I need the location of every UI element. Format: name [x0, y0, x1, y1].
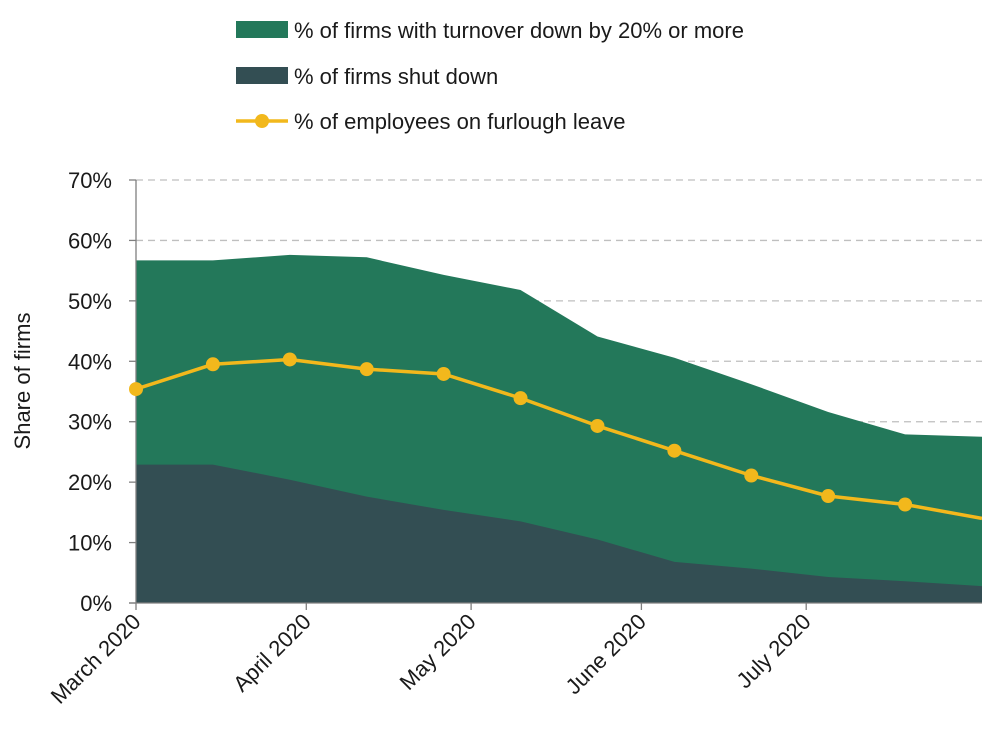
furlough-point: [590, 418, 605, 433]
y-tick-label: 50%: [68, 289, 112, 314]
line-furlough: [135, 357, 982, 521]
furlough-point: [744, 468, 759, 483]
y-tick-label: 0%: [80, 591, 112, 616]
furlough-point: [898, 497, 913, 512]
x-tick-label: July 2020: [731, 609, 815, 693]
furlough-point: [282, 352, 297, 367]
y-axis-tick-labels: 0% 10% 20% 30% 40% 50% 60% 70%: [68, 168, 112, 616]
line-series: [129, 352, 982, 521]
area-series: [136, 254, 982, 603]
furlough-point: [129, 382, 143, 397]
legend-label-furlough: % of employees on furlough leave: [294, 109, 625, 134]
x-tick-label: May 2020: [395, 609, 481, 695]
y-tick-label: 40%: [68, 349, 112, 374]
y-tick-label: 20%: [68, 470, 112, 495]
furlough-point: [359, 362, 374, 377]
x-tick-label: June 2020: [561, 609, 651, 699]
furlough-point: [513, 391, 528, 406]
area-shut-down: [136, 464, 982, 603]
x-axis-tick-labels: March 2020 April 2020 May 2020 June 2020 Jul…: [46, 609, 816, 709]
x-tick-label: March 2020: [46, 609, 146, 709]
y-tick-label: 60%: [68, 228, 112, 253]
legend-item-shut-down: % of firms shut down: [236, 64, 498, 89]
legend-marker-furlough: [255, 114, 269, 128]
legend-label-turnover: % of firms with turnover down by 20% or …: [294, 18, 744, 43]
legend: % of firms with turnover down by 20% or …: [236, 18, 744, 134]
y-tick-label: 10%: [68, 531, 112, 556]
y-axis-title: Share of firms: [10, 313, 35, 450]
y-tick-label: 30%: [68, 410, 112, 435]
y-tick-label: 70%: [68, 168, 112, 193]
legend-swatch-shut-down: [236, 67, 288, 84]
x-tick-label: April 2020: [228, 609, 316, 697]
furlough-point: [667, 443, 682, 458]
legend-item-furlough: % of employees on furlough leave: [236, 109, 625, 134]
legend-swatch-turnover: [236, 21, 288, 38]
furlough-point: [436, 366, 451, 381]
legend-label-shut-down: % of firms shut down: [294, 64, 498, 89]
furlough-point: [821, 489, 836, 504]
legend-item-turnover: % of firms with turnover down by 20% or …: [236, 18, 744, 43]
furlough-point: [205, 357, 220, 372]
